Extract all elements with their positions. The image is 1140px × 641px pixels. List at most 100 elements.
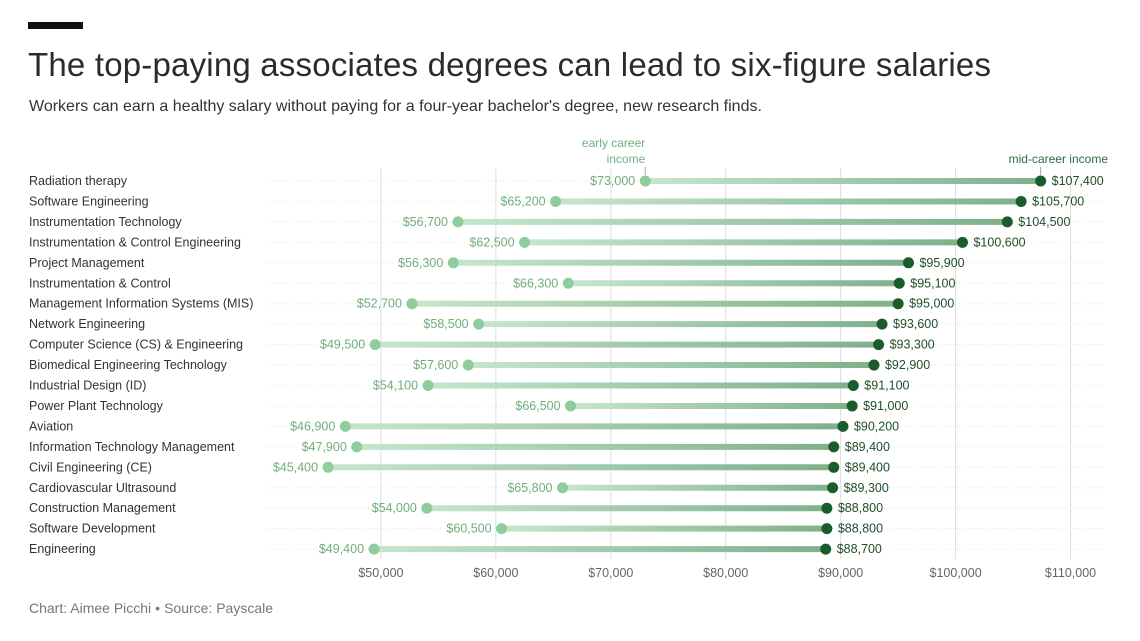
early-career-point (550, 195, 562, 207)
x-tick-label: $60,000 (473, 566, 518, 580)
category-label: Industrial Design (ID) (29, 379, 146, 393)
mid-career-point (876, 318, 888, 330)
early-career-label: $65,800 (507, 481, 552, 495)
x-tick-label: $110,000 (1045, 566, 1096, 580)
early-career-point (557, 482, 569, 494)
chart-credit: Chart: Aimee Picchi (29, 600, 152, 616)
category-label: Power Plant Technology (29, 399, 164, 413)
legend-early-career: income (607, 152, 646, 166)
mid-career-label: $93,600 (893, 317, 938, 331)
category-label: Project Management (29, 256, 145, 270)
mid-career-point (827, 482, 839, 494)
mid-career-label: $89,400 (845, 440, 890, 454)
mid-career-label: $95,100 (910, 276, 955, 290)
early-career-point (339, 420, 351, 432)
early-career-label: $56,700 (403, 215, 448, 229)
mid-career-label: $95,000 (909, 297, 954, 311)
category-label: Management Information Systems (MIS) (29, 297, 253, 311)
early-career-label: $49,400 (319, 542, 364, 556)
early-career-point (639, 175, 651, 187)
category-label: Computer Science (CS) & Engineering (29, 338, 243, 352)
mid-career-label: $107,400 (1052, 174, 1104, 188)
mid-career-point (902, 257, 914, 269)
mid-career-point (828, 461, 840, 473)
chart-footer: Chart: Aimee Picchi • Source: Payscale (29, 600, 273, 616)
category-label: Instrumentation Technology (29, 215, 182, 229)
x-tick-label: $50,000 (358, 566, 403, 580)
early-career-point (447, 257, 459, 269)
early-career-label: $45,400 (273, 460, 318, 474)
mid-career-point (956, 236, 968, 248)
mid-career-point (828, 441, 840, 453)
mid-career-point (1035, 175, 1047, 187)
chart-source: Source: Payscale (164, 600, 274, 616)
category-label: Civil Engineering (CE) (29, 460, 152, 474)
category-label: Aviation (29, 419, 73, 433)
x-tick-label: $80,000 (703, 566, 748, 580)
legend-mid-career: mid-career income (1009, 152, 1109, 166)
mid-career-label: $92,900 (885, 358, 930, 372)
category-label: Radiation therapy (29, 174, 128, 188)
chart-subtitle: Workers can earn a healthy salary withou… (29, 98, 762, 115)
early-career-point (562, 277, 574, 289)
category-label: Instrumentation & Control (29, 276, 171, 290)
early-career-point (496, 523, 508, 535)
mid-career-point (893, 277, 905, 289)
mid-career-point (820, 543, 832, 555)
mid-career-point (821, 523, 833, 535)
early-career-point (351, 441, 363, 453)
mid-career-label: $90,200 (854, 419, 899, 433)
early-career-label: $60,500 (446, 522, 491, 536)
early-career-point (422, 380, 434, 391)
x-tick-label: $100,000 (930, 566, 982, 580)
mid-career-point (1015, 195, 1027, 207)
mid-career-label: $89,300 (844, 481, 889, 495)
early-career-label: $54,000 (372, 501, 417, 515)
early-career-label: $57,600 (413, 358, 458, 372)
category-label: Network Engineering (29, 317, 145, 331)
early-career-label: $52,700 (357, 297, 402, 311)
early-career-label: $47,900 (302, 440, 347, 454)
early-career-label: $49,500 (320, 338, 365, 352)
mid-career-label: $100,600 (973, 235, 1025, 249)
mid-career-point (1001, 216, 1013, 228)
early-career-label: $58,500 (423, 317, 468, 331)
mid-career-point (846, 400, 858, 412)
mid-career-label: $91,000 (863, 399, 908, 413)
x-tick-label: $90,000 (818, 566, 863, 580)
early-career-label: $66,500 (515, 399, 560, 413)
chart-title: The top-paying associates degrees can le… (28, 46, 992, 83)
early-career-point (462, 359, 474, 371)
early-career-point (421, 502, 433, 514)
early-career-label: $65,200 (500, 194, 545, 208)
mid-career-label: $104,500 (1018, 215, 1070, 229)
early-career-point (473, 318, 485, 330)
legend-early-career: early career (582, 136, 645, 150)
early-career-label: $66,300 (513, 276, 558, 290)
category-label: Instrumentation & Control Engineering (29, 235, 241, 249)
category-label: Software Engineering (29, 194, 149, 208)
mid-career-label: $93,300 (890, 338, 935, 352)
category-label: Information Technology Management (29, 440, 235, 454)
early-career-point (565, 400, 577, 412)
early-career-point (369, 339, 381, 351)
early-career-label: $56,300 (398, 256, 443, 270)
early-career-point (519, 236, 531, 248)
mid-career-label: $89,400 (845, 460, 890, 474)
mid-career-point (847, 380, 859, 391)
early-career-label: $73,000 (590, 174, 635, 188)
mid-career-label: $88,700 (837, 542, 882, 556)
footer-separator: • (155, 600, 161, 616)
early-career-label: $46,900 (290, 419, 335, 433)
category-label: Biomedical Engineering Technology (29, 358, 228, 372)
category-label: Construction Management (29, 501, 176, 515)
category-label: Cardiovascular Ultrasound (29, 481, 176, 495)
mid-career-label: $88,800 (838, 522, 883, 536)
mid-career-point (821, 502, 833, 514)
mid-career-label: $95,900 (919, 256, 964, 270)
x-tick-label: $70,000 (588, 566, 633, 580)
mid-career-point (868, 359, 880, 371)
mid-career-point (892, 298, 904, 310)
early-career-label: $54,100 (373, 379, 418, 393)
